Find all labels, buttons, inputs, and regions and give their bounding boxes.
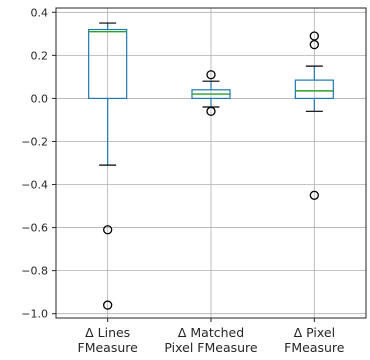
- y-tick-label: −0.8: [21, 265, 48, 278]
- grid-lines: [56, 8, 366, 318]
- box-group: [294, 31, 334, 200]
- y-axis: 0.4 0.2 0.0 −0.2 −0.4 −0.6 −0.8 −1.0: [21, 6, 56, 321]
- outlier-point: [309, 190, 319, 200]
- y-tick-label: −0.6: [21, 222, 48, 235]
- box-group: [88, 22, 128, 310]
- y-tick-label: −0.2: [21, 135, 48, 148]
- box-group: [191, 70, 231, 116]
- x-category-label-line2: Pixel FMeasure: [164, 340, 258, 355]
- outlier-point: [309, 39, 319, 50]
- y-tick-label: 0.0: [31, 92, 49, 105]
- x-category-label-line1: Δ Pixel: [294, 325, 335, 340]
- y-tick-label: −0.4: [21, 179, 48, 192]
- outlier-point: [103, 225, 113, 235]
- outlier-point: [206, 106, 216, 116]
- x-category-label-line1: Δ Matched: [178, 325, 244, 340]
- y-tick-label: −1.0: [21, 308, 48, 321]
- box-plots: [88, 22, 334, 310]
- iqr-box: [294, 79, 334, 100]
- outlier-point: [103, 300, 113, 310]
- x-category-label-line2: FMeasure: [284, 340, 345, 355]
- y-tick-label: 0.2: [31, 49, 49, 62]
- y-tick-label: 0.4: [31, 6, 49, 19]
- iqr-box: [88, 28, 128, 100]
- x-category-label-line1: Δ Lines: [85, 325, 130, 340]
- outlier-point: [206, 70, 216, 80]
- x-category-label-line2: FMeasure: [78, 340, 139, 355]
